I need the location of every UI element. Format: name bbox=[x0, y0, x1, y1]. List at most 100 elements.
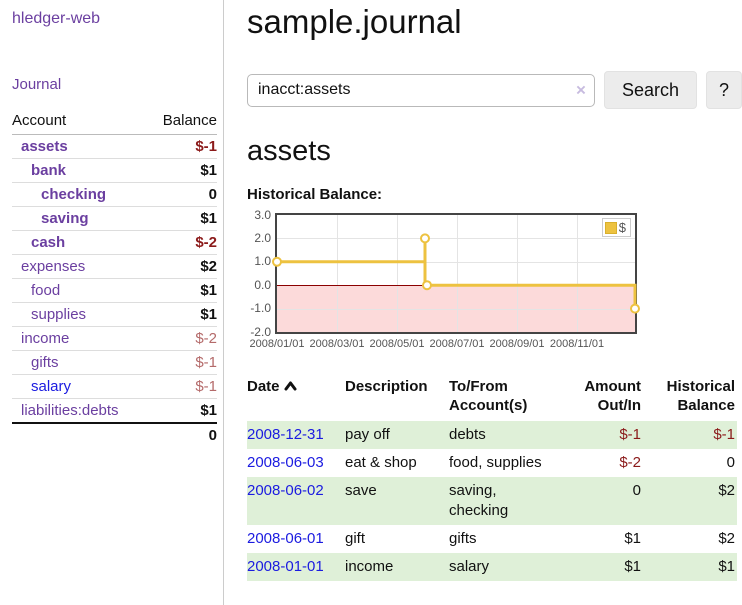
x-tick-label: 2008/03/01 bbox=[309, 338, 365, 350]
y-tick-label: 1.0 bbox=[254, 254, 271, 268]
account-row-supplies: supplies $1 bbox=[12, 302, 217, 327]
brand-link[interactable]: hledger-web bbox=[12, 10, 101, 27]
transaction-date-link[interactable]: 2008-06-02 bbox=[247, 482, 324, 499]
account-row-food: food $1 bbox=[12, 278, 217, 303]
transaction-balance: 0 bbox=[726, 454, 735, 471]
y-tick-label: -1.0 bbox=[250, 301, 271, 315]
account-balance: $1 bbox=[147, 158, 217, 183]
account-heading: assets bbox=[247, 135, 331, 167]
accounts-header-account: Account bbox=[12, 109, 148, 135]
balance-series-line bbox=[272, 233, 640, 314]
account-balance: 0 bbox=[147, 182, 217, 207]
accounts-total-balance: 0 bbox=[147, 422, 217, 447]
account-balance: $1 bbox=[147, 302, 217, 327]
account-row-checking: checking 0 bbox=[12, 182, 217, 207]
register-row: 2008-01-01 income salary $1 $1 bbox=[247, 553, 737, 581]
plot-area: $ bbox=[272, 213, 640, 334]
account-link-cash[interactable]: cash bbox=[31, 234, 66, 251]
y-tick-label: 2.0 bbox=[254, 231, 271, 245]
transaction-amount: $1 bbox=[624, 530, 641, 547]
register-header-balance: Historical Balance bbox=[666, 378, 735, 414]
account-balance: $1 bbox=[147, 278, 217, 303]
register-row: 2008-06-03 eat & shop food, supplies $-2… bbox=[247, 449, 737, 477]
transaction-accounts: debts bbox=[449, 426, 486, 443]
main-content: sample.journal × Search ? assets Histori… bbox=[224, 0, 742, 605]
x-tick-label: 2008/11/01 bbox=[549, 338, 605, 350]
x-tick-label: 2008/05/01 bbox=[369, 338, 425, 350]
negative-region bbox=[277, 285, 635, 332]
register-row: 2008-06-02 save saving, checking 0 $2 bbox=[247, 477, 737, 525]
account-link-expenses[interactable]: expenses bbox=[21, 258, 86, 275]
account-row-gifts: gifts $-1 bbox=[12, 350, 217, 375]
clear-search-icon[interactable]: × bbox=[576, 80, 586, 100]
transaction-date-link[interactable]: 2008-06-01 bbox=[247, 530, 324, 547]
transaction-date-link[interactable]: 2008-12-31 bbox=[247, 426, 324, 443]
account-link-liabilities-debts[interactable]: liabilities:debts bbox=[21, 402, 119, 419]
transaction-description: gift bbox=[345, 530, 366, 547]
account-row-expenses: expenses $2 bbox=[12, 254, 217, 279]
transaction-balance: $1 bbox=[718, 558, 735, 575]
account-link-checking[interactable]: checking bbox=[41, 186, 107, 203]
account-link-supplies[interactable]: supplies bbox=[31, 306, 87, 323]
account-balance: $-2 bbox=[147, 326, 217, 351]
account-row-bank: bank $1 bbox=[12, 158, 217, 183]
legend-swatch-icon bbox=[604, 221, 617, 234]
accounts-total-row: 0 bbox=[12, 422, 217, 447]
transaction-description: save bbox=[345, 482, 377, 499]
transaction-amount: $-1 bbox=[619, 426, 641, 443]
register-header-description: Description bbox=[345, 378, 428, 395]
register-header-accounts: To/From Account(s) bbox=[449, 378, 528, 414]
account-link-food[interactable]: food bbox=[31, 282, 61, 299]
account-link-gifts[interactable]: gifts bbox=[31, 354, 59, 371]
chart-legend: $ bbox=[601, 218, 631, 237]
transaction-amount: 0 bbox=[632, 482, 641, 499]
account-row-cash: cash $-2 bbox=[12, 230, 217, 255]
sidebar-item-journal[interactable]: Journal bbox=[12, 76, 62, 93]
account-link-salary[interactable]: salary bbox=[31, 378, 72, 395]
account-balance: $-2 bbox=[147, 230, 217, 255]
page-title: sample.journal bbox=[247, 3, 462, 40]
y-tick-label: -2.0 bbox=[250, 325, 271, 339]
register-header-date[interactable]: Date bbox=[247, 375, 345, 421]
legend-label: $ bbox=[618, 220, 626, 235]
account-link-income[interactable]: income bbox=[21, 330, 70, 347]
transaction-accounts: saving, checking bbox=[449, 482, 509, 519]
register-row: 2008-06-01 gift gifts $1 $2 bbox=[247, 525, 737, 553]
account-row-liabilities-debts: liabilities:debts $1 bbox=[12, 398, 217, 424]
searchbar: × Search ? bbox=[247, 71, 742, 109]
historical-balance-chart: 3.0 2.0 1.0 0.0 -1.0 -2.0 bbox=[247, 208, 640, 353]
account-link-bank[interactable]: bank bbox=[31, 162, 67, 179]
x-tick-label: 2008/01/01 bbox=[249, 338, 305, 350]
accounts-header-balance: Balance bbox=[147, 109, 217, 135]
account-balance: $-1 bbox=[147, 134, 217, 159]
account-link-assets[interactable]: assets bbox=[21, 138, 68, 155]
transaction-description: income bbox=[345, 558, 394, 575]
transaction-accounts: salary bbox=[449, 558, 490, 575]
transaction-description: pay off bbox=[345, 426, 390, 443]
transaction-amount: $-2 bbox=[619, 454, 641, 471]
register-header-amount: Amount Out/In bbox=[584, 378, 641, 414]
account-row-salary: salary $-1 bbox=[12, 374, 217, 399]
transaction-amount: $1 bbox=[624, 558, 641, 575]
search-button[interactable]: Search bbox=[603, 71, 697, 109]
account-balance: $2 bbox=[147, 254, 217, 279]
sidebar: hledger-web Journal Account Balance asse… bbox=[0, 0, 224, 605]
help-button[interactable]: ? bbox=[705, 71, 742, 109]
accounts-table: Account Balance assets $-1 bank $1 check… bbox=[12, 109, 217, 447]
account-link-saving[interactable]: saving bbox=[41, 210, 89, 227]
account-row-saving: saving $1 bbox=[12, 206, 217, 231]
account-balance: $1 bbox=[147, 206, 217, 231]
transaction-balance: $2 bbox=[718, 530, 735, 547]
sort-asc-icon bbox=[284, 381, 297, 391]
x-tick-label: 2008/09/01 bbox=[489, 338, 545, 350]
transaction-description: eat & shop bbox=[345, 454, 417, 471]
register-table: Date Description To/From Account(s) Amou… bbox=[247, 375, 737, 581]
search-input[interactable] bbox=[247, 73, 595, 107]
transaction-date-link[interactable]: 2008-06-03 bbox=[247, 454, 324, 471]
y-tick-label: 0.0 bbox=[254, 278, 271, 292]
x-tick-label: 2008/07/01 bbox=[429, 338, 485, 350]
account-row-income: income $-2 bbox=[12, 326, 217, 351]
transaction-date-link[interactable]: 2008-01-01 bbox=[247, 558, 324, 575]
transaction-accounts: food, supplies bbox=[449, 454, 542, 471]
